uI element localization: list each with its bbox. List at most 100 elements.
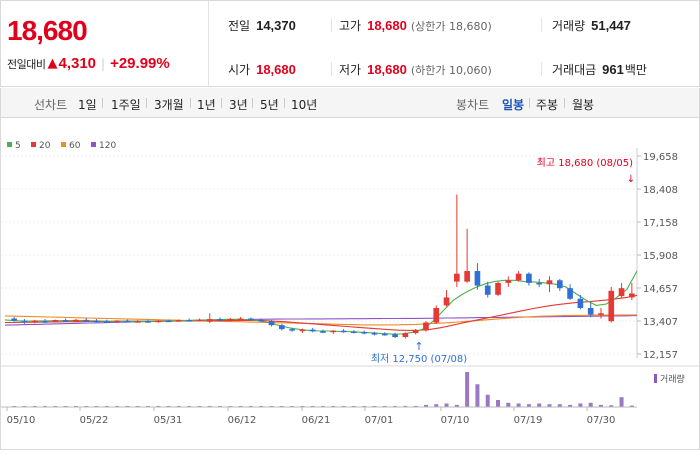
candle-body [536, 282, 543, 285]
candle-body [484, 285, 491, 295]
candle-series [11, 194, 635, 339]
x-tick-label: 07/19 [514, 415, 543, 426]
candle-body [474, 271, 481, 286]
volume-bar [588, 402, 593, 407]
candle-body [587, 307, 594, 315]
stat-amount: 거래대금 961 백만 [552, 61, 647, 78]
divider [331, 62, 332, 76]
candle-body [526, 273, 532, 283]
period-1w[interactable]: 1주일 [111, 98, 141, 112]
divider [331, 18, 332, 32]
high-marker-icon: ↓ [627, 174, 635, 185]
stat-high: 고가 18,680 (상한가 18,680) [339, 17, 492, 34]
candle-monthly[interactable]: 월봉 [572, 98, 595, 112]
candle-body [227, 319, 234, 321]
candle-body [608, 290, 615, 322]
candle-body [134, 321, 141, 323]
volume-bar [465, 372, 470, 407]
volume-legend-swatch [654, 374, 657, 383]
change-label: 전일대비 [7, 57, 46, 71]
candle-body [176, 320, 182, 322]
candle-body [505, 280, 512, 283]
stat-value: 961 [602, 62, 624, 77]
price-box: 18,680 전일대비 ▲ 4,310 | +29.99% [1, 1, 209, 87]
period-3m[interactable]: 3개월 [154, 98, 184, 112]
x-tick-label: 06/21 [302, 415, 331, 426]
x-axis: 05/10 05/22 05/31 06/12 06/21 07/01 07/10 07/19… [6, 407, 616, 426]
period-1y[interactable]: 1년 [197, 98, 216, 112]
divider [564, 98, 565, 108]
stat-unit: 백만 [624, 63, 647, 77]
volume-legend-label: 거래량 [660, 373, 685, 385]
candle-body [114, 320, 120, 323]
candle-body [73, 319, 79, 322]
candle-body [52, 320, 59, 322]
candle-body [330, 330, 337, 333]
volume-bar [526, 404, 531, 407]
chart-annotations: 최고 18,680 (08/05) ↓ ↑최저 12,750 (07/08) [371, 157, 635, 365]
y-tick-label: 14,657 [643, 284, 678, 295]
stat-volume: 거래량 51,447 [552, 17, 631, 34]
candle-body [11, 318, 17, 321]
volume-bar [413, 405, 418, 407]
candle-body [124, 320, 131, 323]
candle-body [248, 318, 254, 321]
legend-label: 20 [39, 141, 51, 151]
candle-body [629, 293, 635, 298]
volume-bar [619, 397, 624, 407]
volume-bar [475, 384, 480, 407]
volume-bar [207, 405, 212, 407]
candle-body [495, 282, 501, 295]
volume-bar [609, 405, 614, 407]
stat-label: 거래량 [552, 19, 586, 33]
x-tick-label: 07/01 [365, 415, 394, 426]
candle-body [546, 280, 553, 285]
volume-bar [403, 405, 408, 407]
candle-body [103, 321, 110, 323]
x-tick-label: 05/22 [80, 415, 109, 426]
stat-value: 18,680 [256, 62, 296, 77]
legend-label: 120 [99, 141, 116, 151]
stat-sub: (상한가 18,680) [410, 20, 492, 33]
candle-body [381, 333, 388, 336]
period-10y[interactable]: 10년 [291, 98, 318, 112]
chart-toolbar: 선차트 1일 1주일 3개월 1년 3년 5년 10년 봉차트 일봉 주봉 월봉 [0, 88, 700, 118]
stat-open: 시가 18,680 [228, 61, 296, 78]
candle-body [42, 321, 48, 323]
y-tick-label: 18,408 [643, 185, 678, 196]
legend-swatch [7, 142, 12, 147]
candle-body [618, 288, 625, 297]
candle-daily[interactable]: 일봉 [502, 98, 525, 112]
divider: | [101, 56, 106, 71]
stat-value: 14,370 [256, 18, 296, 33]
candle-body [237, 318, 244, 321]
volume-bar [598, 404, 603, 407]
divider [221, 98, 222, 108]
candle-body [556, 280, 563, 289]
candle-body [309, 329, 316, 332]
period-1d[interactable]: 1일 [78, 98, 97, 112]
legend-swatch [31, 142, 36, 147]
stat-value: 51,447 [591, 18, 631, 33]
y-tick-label: 19,658 [643, 152, 678, 163]
x-tick-label: 05/10 [7, 415, 36, 426]
period-3y[interactable]: 3년 [229, 98, 248, 112]
divider [102, 98, 103, 108]
candle-body [515, 273, 522, 281]
candle-body [278, 325, 285, 330]
candle-body [145, 321, 151, 323]
stat-label: 전일 [228, 19, 251, 33]
volume-bar [423, 404, 428, 407]
period-5y[interactable]: 5년 [260, 98, 279, 112]
low-annotation: 최저 12,750 (07/08) [371, 353, 467, 365]
candle-weekly[interactable]: 주봉 [536, 98, 559, 112]
candle-body [299, 329, 306, 332]
candle-body [206, 319, 213, 322]
stat-label: 고가 [339, 19, 362, 33]
volume-bar [496, 400, 501, 407]
x-tick-label: 07/30 [587, 415, 616, 426]
stat-value: 18,680 [367, 18, 407, 33]
y-axis: 19,658 18,408 17,158 15,908 14,657 13,407 12,1… [636, 148, 678, 361]
volume-bar [454, 404, 459, 407]
candle-body [268, 321, 275, 326]
